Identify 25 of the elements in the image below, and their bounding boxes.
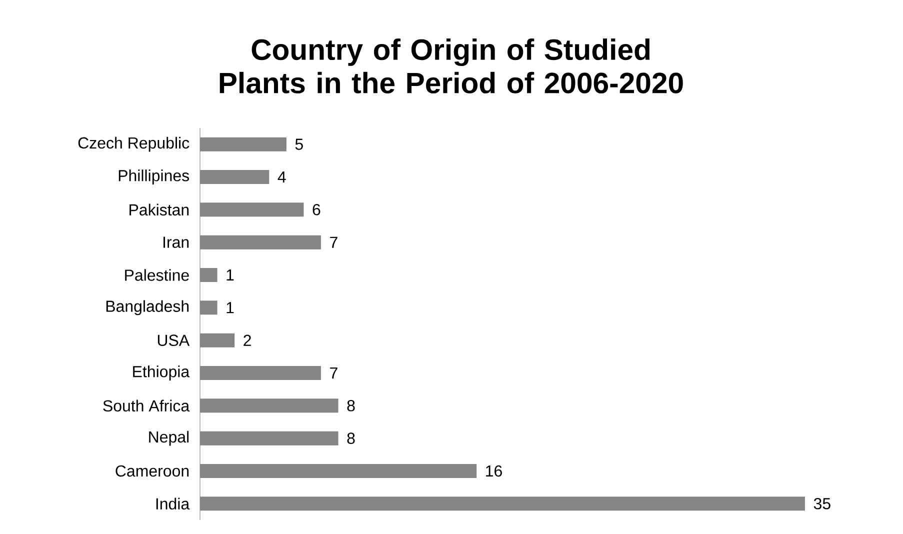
data-label: 8 (347, 400, 355, 412)
y-tick-label: Iran (164, 236, 189, 248)
data-label: 2 (244, 334, 251, 346)
data-label: 4 (278, 171, 286, 182)
data-label: 1 (226, 269, 234, 280)
y-tick-label: Bangladesh (106, 300, 189, 316)
data-label: 1 (226, 302, 234, 314)
y-tick-label: Palestine (125, 269, 189, 281)
y-tick-label: Phillipines (118, 170, 190, 184)
y-tick-label: Ethiopia (133, 366, 190, 380)
y-tick-label: Czech Republic (78, 136, 190, 152)
y-tick-label: Pakistan (130, 204, 189, 216)
data-label: 7 (330, 236, 338, 248)
y-tick-label: USA (158, 334, 190, 346)
data-label: 5 (295, 138, 303, 150)
y-tick-label: Cameroon (116, 465, 189, 477)
y-tick-label: South Africa (103, 400, 190, 412)
data-label: 6 (312, 204, 320, 216)
y-tick-label: India (156, 498, 190, 510)
data-label: 7 (330, 367, 338, 378)
chart-title: Country of Origin of Studied Plants in the Period of 2006-2020 (220, 38, 683, 94)
data-label: 35 (814, 498, 830, 510)
data-label: 16 (486, 465, 502, 477)
y-tick-label: Nepal (149, 430, 189, 446)
data-label: 8 (347, 432, 355, 444)
